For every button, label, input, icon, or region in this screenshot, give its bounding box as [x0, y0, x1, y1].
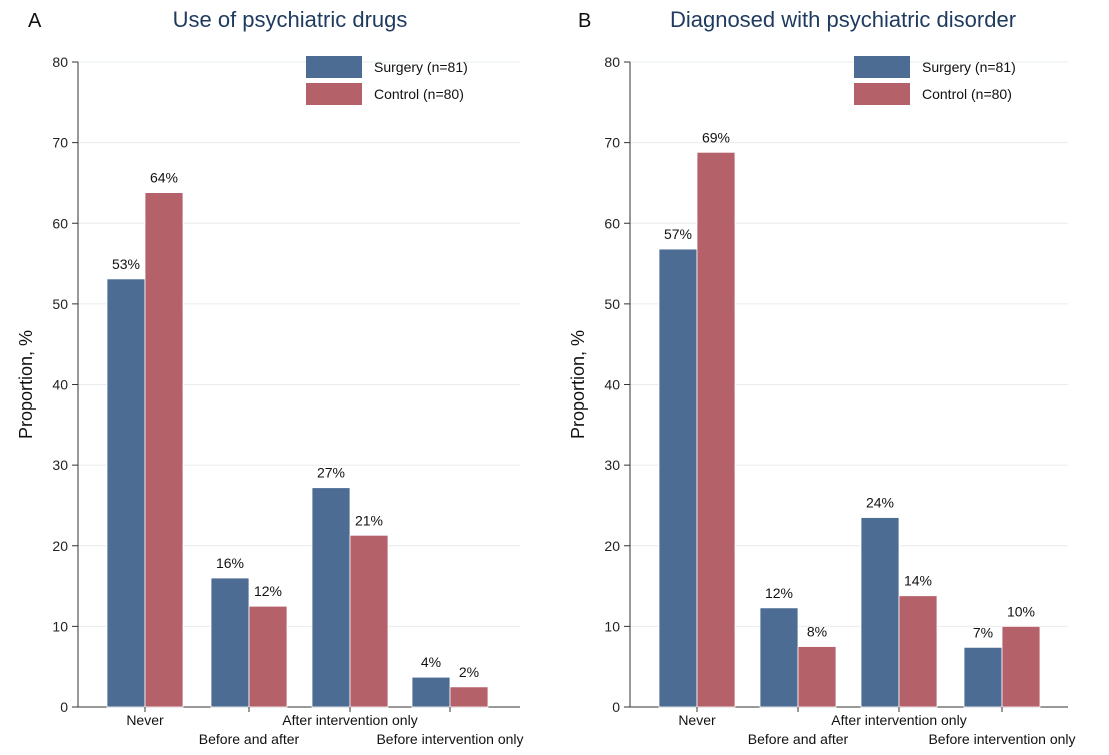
- y-tick-label: 20: [604, 538, 620, 554]
- y-tick-label: 80: [604, 54, 620, 70]
- bar-value-label: 7%: [973, 624, 993, 640]
- x-tick-label: Never: [126, 712, 164, 728]
- legend-label: Control (n=80): [374, 86, 464, 102]
- y-tick-label: 30: [52, 457, 68, 473]
- chart-panel-b: 0 10 20 30 40 50 60 70 80 57% 12% 24% 7% 69% 8% 14% 10% N…: [568, 7, 1076, 747]
- bar-value-label: 24%: [866, 495, 894, 511]
- y-tick-label: 40: [52, 377, 68, 393]
- y-tick-label: 80: [52, 54, 68, 70]
- x-tick-label: Before and after: [748, 731, 849, 747]
- legend-swatch-control: [854, 83, 910, 105]
- legend-label: Control (n=80): [922, 86, 1012, 102]
- bar-control: [144, 192, 184, 708]
- bar-value-label: 69%: [702, 129, 730, 145]
- y-tick-label: 60: [52, 215, 68, 231]
- legend-swatch-surgery: [854, 56, 910, 78]
- legend-label: Surgery (n=81): [922, 59, 1016, 75]
- bar-value-label: 12%: [765, 585, 793, 601]
- y-tick-label: 50: [604, 296, 620, 312]
- bar-value-label: 12%: [254, 583, 282, 599]
- bar-surgery: [860, 517, 900, 708]
- bar-surgery: [106, 278, 146, 708]
- bar-value-label: 10%: [1007, 603, 1035, 619]
- x-tick-label: Never: [678, 712, 716, 728]
- bar-control: [449, 686, 489, 708]
- bar-value-label: 16%: [216, 555, 244, 571]
- y-axis-title: Proportion, %: [568, 330, 588, 439]
- bar-value-label: 27%: [317, 465, 345, 481]
- panel-letter: B: [578, 10, 591, 32]
- y-tick-label: 50: [52, 296, 68, 312]
- y-tick-label: 40: [604, 377, 620, 393]
- bar-control: [696, 151, 736, 708]
- bar-value-label: 21%: [355, 512, 383, 528]
- x-tick-label: After intervention only: [282, 712, 417, 728]
- bar-control: [349, 534, 389, 708]
- chart-panel-a: 0 10 20 30 40 50 60 70 80 53% 16% 27% 4% 64% 12% 21% 2% N…: [16, 7, 524, 747]
- chart-title: Diagnosed with psychiatric disorder: [670, 7, 1016, 32]
- bar-surgery: [658, 248, 698, 708]
- y-tick-label: 20: [52, 538, 68, 554]
- y-tick-label: 70: [604, 135, 620, 151]
- bar-value-label: 64%: [150, 170, 178, 186]
- x-tick-label: After intervention only: [831, 712, 966, 728]
- x-tick-label: Before intervention only: [928, 731, 1075, 747]
- chart-title: Use of psychiatric drugs: [173, 7, 408, 32]
- x-tick-label: Before intervention only: [376, 731, 523, 747]
- bar-value-label: 14%: [904, 573, 932, 589]
- bar-control: [1001, 625, 1041, 708]
- x-tick-label: Before and after: [199, 731, 300, 747]
- y-axis-title: Proportion, %: [16, 330, 36, 439]
- bar-control: [248, 605, 288, 708]
- bar-surgery: [311, 487, 351, 708]
- bar-value-label: 2%: [459, 664, 479, 680]
- panel-letter: A: [28, 10, 42, 32]
- y-tick-label: 70: [52, 135, 68, 151]
- y-tick-label: 10: [604, 618, 620, 634]
- bar-surgery: [411, 676, 451, 708]
- legend-swatch-control: [306, 83, 362, 105]
- bar-value-label: 8%: [807, 624, 827, 640]
- y-tick-label: 30: [604, 457, 620, 473]
- bar-value-label: 4%: [421, 654, 441, 670]
- bar-value-label: 57%: [664, 226, 692, 242]
- legend-label: Surgery (n=81): [374, 59, 468, 75]
- y-tick-label: 0: [60, 699, 68, 715]
- y-tick-label: 10: [52, 618, 68, 634]
- bar-value-label: 53%: [112, 256, 140, 272]
- bar-control: [797, 646, 837, 708]
- y-tick-label: 0: [612, 699, 620, 715]
- bar-control: [898, 595, 938, 708]
- bar-surgery: [210, 577, 250, 708]
- bar-surgery: [759, 607, 799, 708]
- bar-surgery: [963, 646, 1003, 708]
- legend-swatch-surgery: [306, 56, 362, 78]
- y-tick-label: 60: [604, 215, 620, 231]
